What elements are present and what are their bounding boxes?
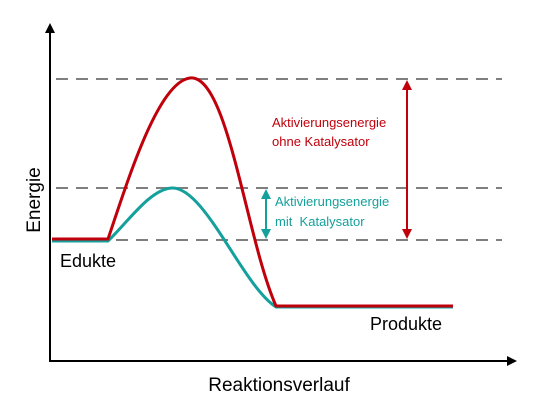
y-axis-label: Energie: [24, 167, 45, 233]
catalyzed-caption-line2: mit Katalysator: [275, 214, 365, 229]
products-label: Produkte: [370, 314, 442, 334]
uncatalyzed-caption-line2: ohne Katalysator: [272, 134, 370, 149]
uncatalyzed-caption-line1: Aktivierungsenergie: [272, 115, 386, 130]
catalyzed-energy-curve: [52, 186, 453, 309]
catalyzed-caption-line1: Aktivierungsenergie: [275, 194, 389, 209]
reactants-label: Edukte: [60, 251, 116, 271]
uncatalyzed-energy-curve: [52, 76, 453, 308]
x-axis-label: Reaktionsverlauf: [208, 375, 350, 396]
